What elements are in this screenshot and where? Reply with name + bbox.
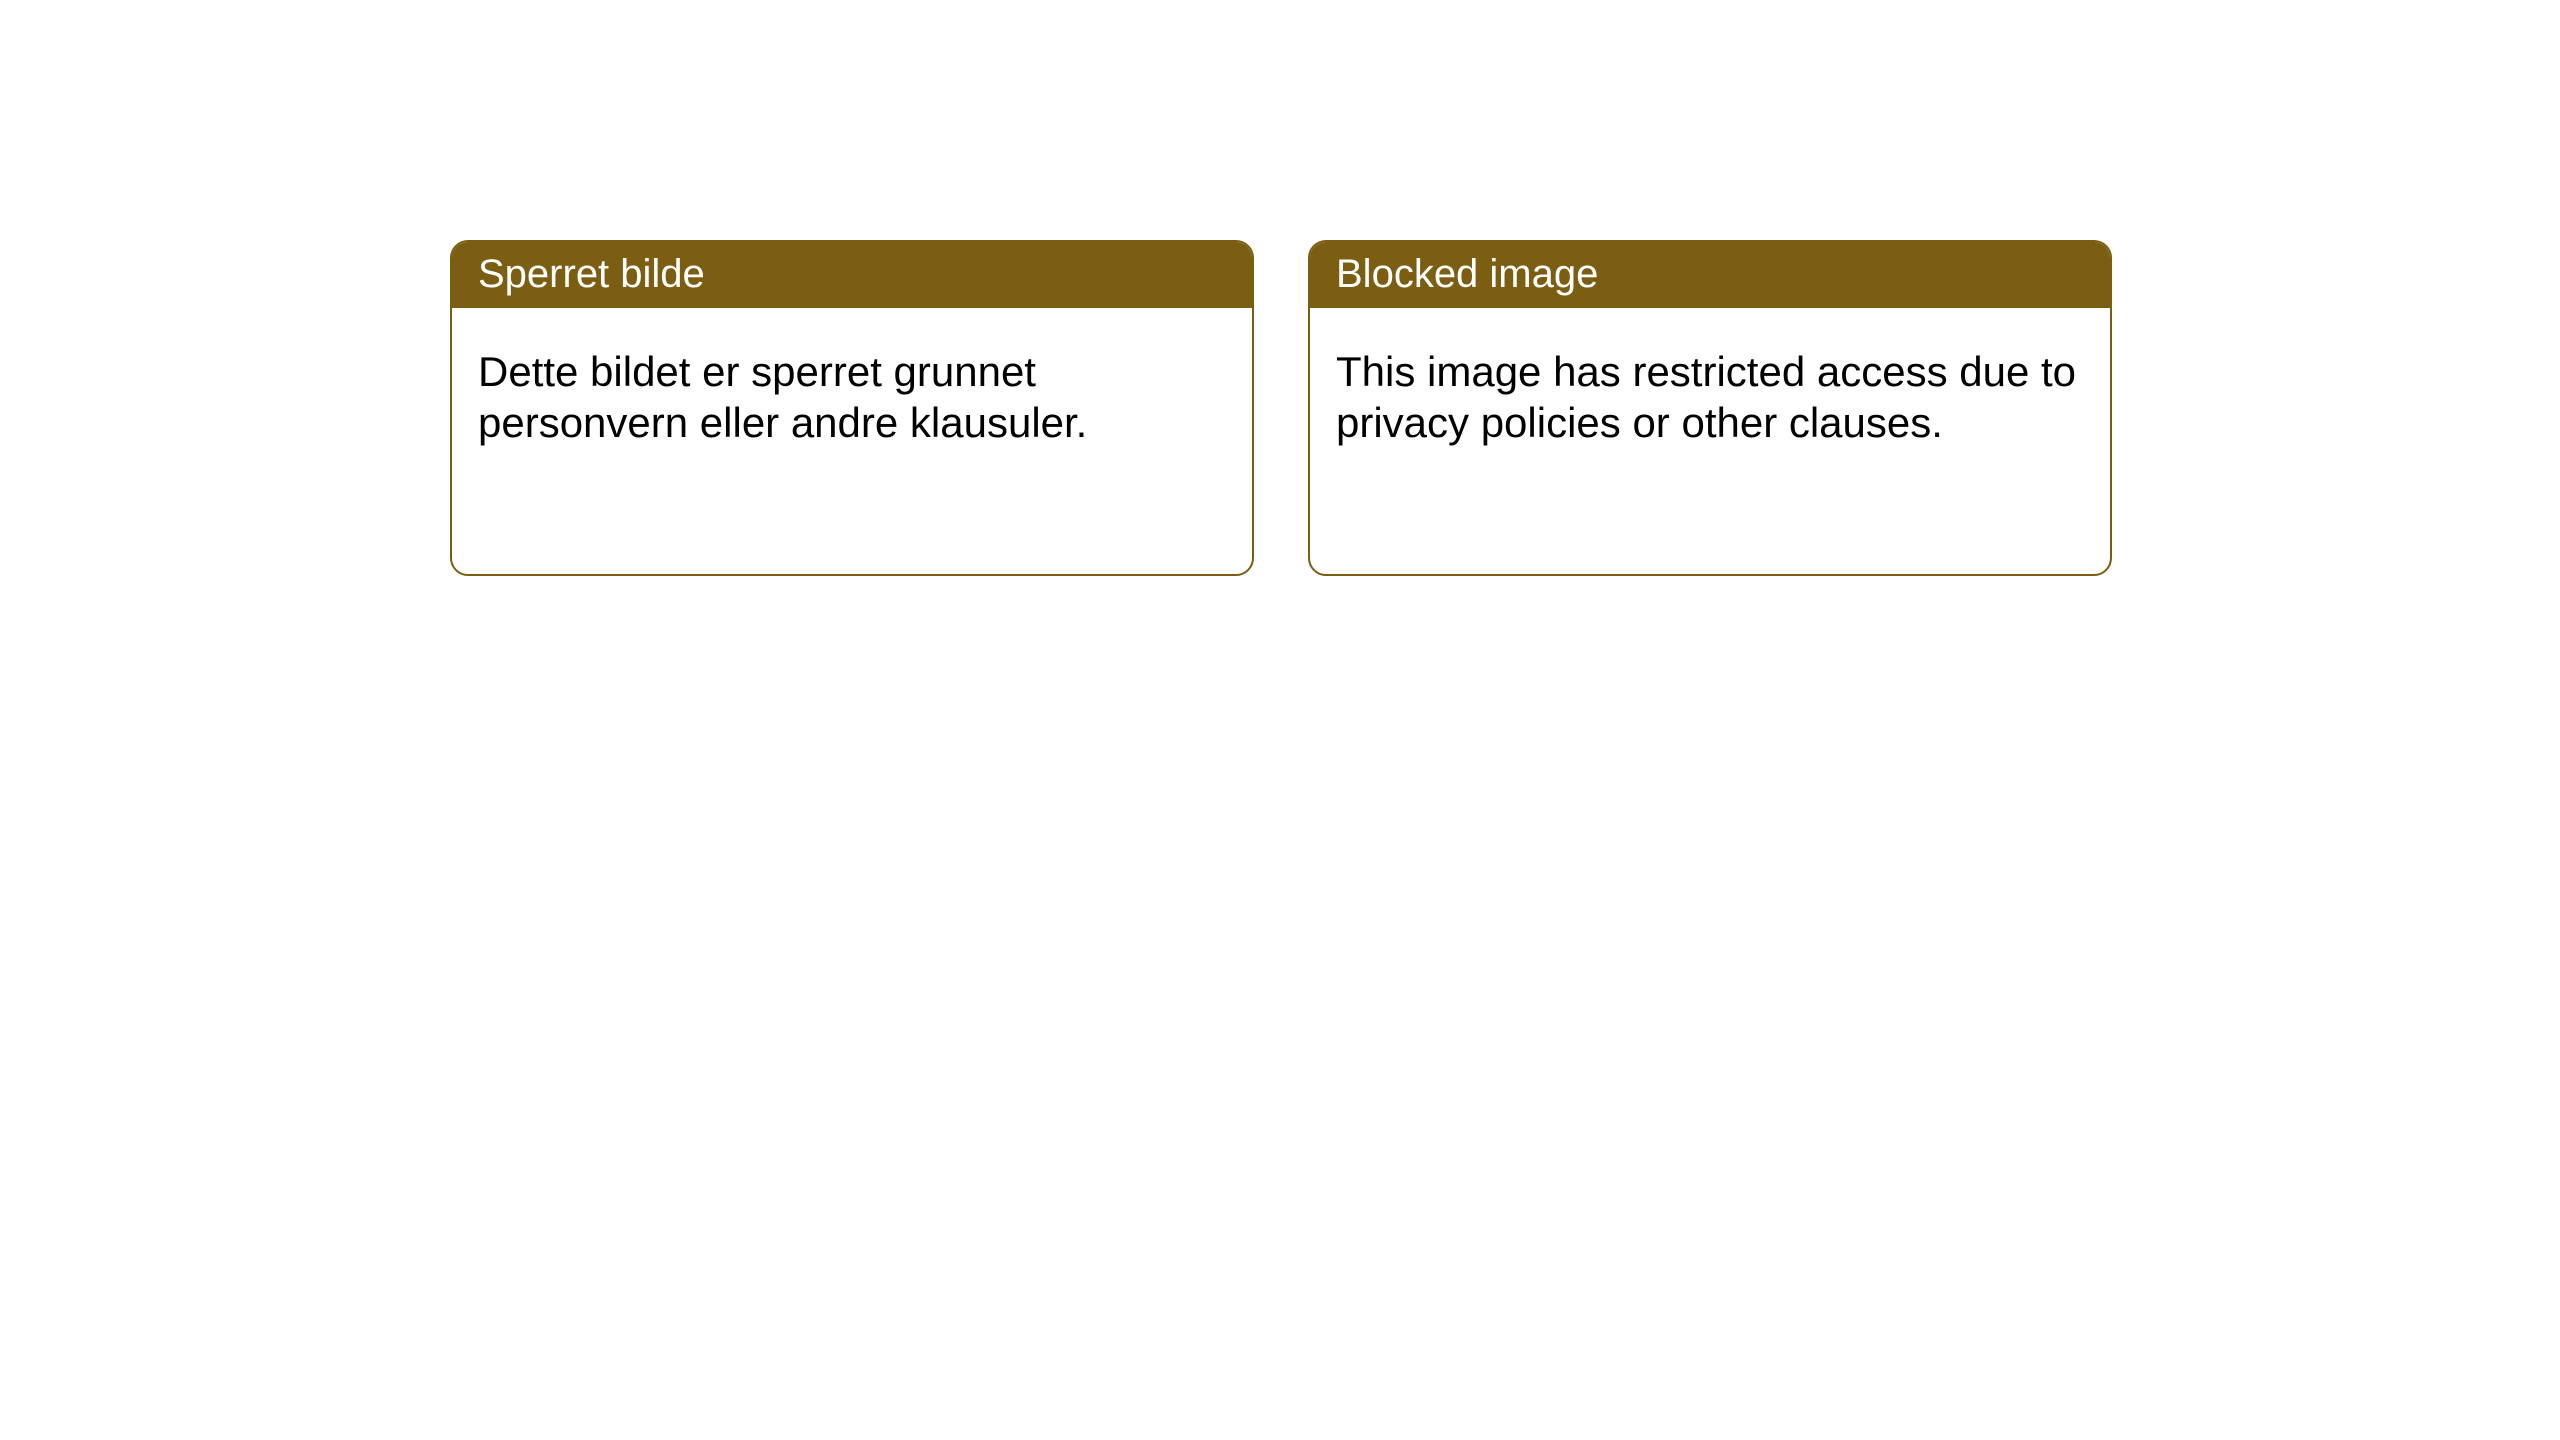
- notice-body: Dette bildet er sperret grunnet personve…: [452, 308, 1252, 474]
- notice-body: This image has restricted access due to …: [1310, 308, 2110, 474]
- notice-card-english: Blocked image This image has restricted …: [1308, 240, 2112, 576]
- notice-header: Blocked image: [1310, 242, 2110, 308]
- notice-card-norwegian: Sperret bilde Dette bildet er sperret gr…: [450, 240, 1254, 576]
- notice-header: Sperret bilde: [452, 242, 1252, 308]
- notice-container: Sperret bilde Dette bildet er sperret gr…: [0, 0, 2560, 576]
